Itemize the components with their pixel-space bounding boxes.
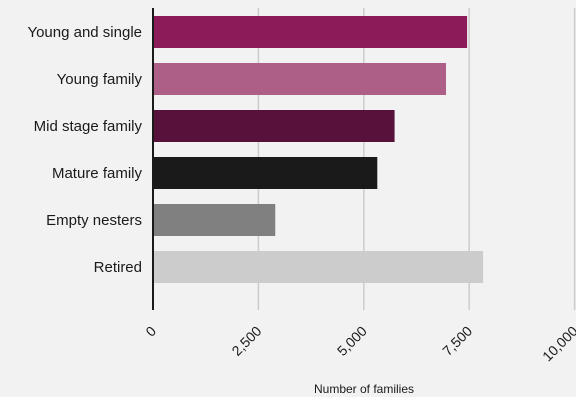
bar-retired bbox=[153, 251, 484, 283]
bar-empty-nesters bbox=[153, 204, 276, 236]
x-tick-label-2: 5,000 bbox=[334, 323, 370, 359]
x-tick-label-0: 0 bbox=[142, 323, 159, 340]
bar-young-and-single bbox=[153, 16, 468, 48]
x-tick-label-1: 2,500 bbox=[228, 323, 264, 359]
x-tick-labels: 0 2,500 5,000 7,500 10,000 bbox=[142, 323, 576, 365]
category-label-mid-stage-family: Mid stage family bbox=[34, 118, 143, 135]
category-label-young-and-single: Young and single bbox=[27, 24, 142, 41]
category-label-mature-family: Mature family bbox=[52, 165, 143, 182]
bars bbox=[153, 16, 484, 283]
x-tick-label-4: 10,000 bbox=[539, 323, 576, 365]
category-label-retired: Retired bbox=[94, 259, 142, 276]
bar-young-family bbox=[153, 63, 447, 95]
x-axis-title: Number of families bbox=[314, 382, 414, 396]
bar-mid-stage-family bbox=[153, 110, 395, 142]
category-label-young-family: Young family bbox=[57, 71, 143, 88]
category-labels: Young and single Young family Mid stage fa… bbox=[27, 24, 142, 276]
category-label-empty-nesters: Empty nesters bbox=[46, 212, 142, 229]
bar-mature-family bbox=[153, 157, 378, 189]
x-tick-label-3: 7,500 bbox=[439, 323, 475, 359]
